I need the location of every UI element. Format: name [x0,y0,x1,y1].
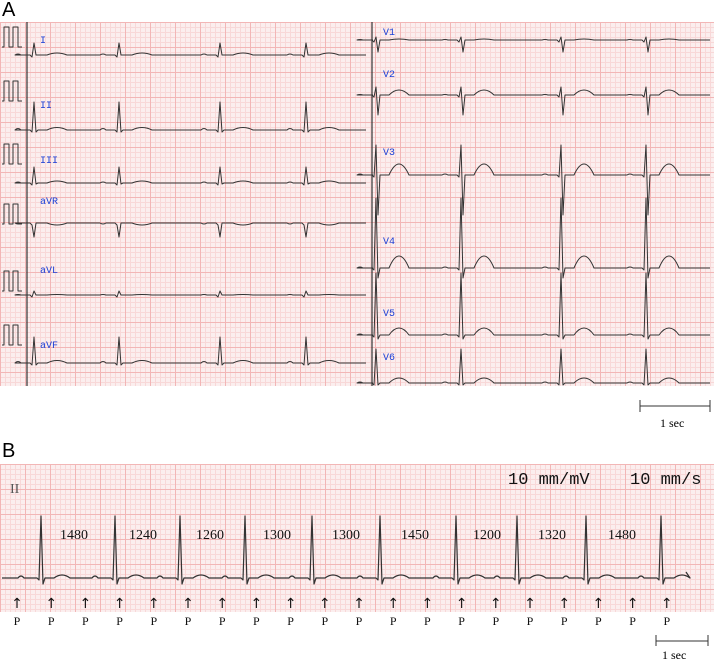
gain-setting: 10 mm/mV [508,471,590,490]
p-wave-arrow-icon: ↑ [592,596,605,612]
p-wave-arrow-icon: ↑ [421,596,434,612]
lead-label-avl: aVL [40,266,59,277]
p-wave-arrow-icon: ↑ [45,596,58,612]
lead-label-ii: II [40,101,53,112]
p-wave-arrow-icon: ↑ [113,596,126,612]
p-wave-label: P [321,614,329,628]
p-wave-label: P [150,614,158,628]
p-wave-label: P [82,614,89,628]
p-wave-label: P [663,614,671,628]
limb-lead-trace [14,166,366,186]
p-wave-arrow-icon: ↑ [626,596,639,612]
lead-label-v2: V2 [383,70,396,81]
calibration-pulse [2,26,22,48]
precordial-lead-trace [356,36,710,53]
lead-label-i: I [40,36,47,47]
panel-b-scale-label: 1 sec [662,648,687,662]
p-wave-arrow-icon: ↑ [660,596,673,612]
p-wave-arrow-icon: ↑ [558,596,571,612]
scale-bar [655,635,709,646]
p-wave-arrow-icon: ↑ [250,596,263,612]
scale-bar [639,400,711,412]
p-wave-label: P [629,614,636,628]
limb-lead-trace [14,101,366,133]
p-wave-label: P [287,614,294,628]
panel-b-lead-label: II [10,482,20,497]
lead-label-v6: V6 [383,353,396,364]
p-wave-label: P [47,614,55,628]
panel-b-ecg-grid [0,464,714,612]
p-wave-arrow-icon: ↑ [79,596,92,612]
p-wave-label: P [458,614,465,628]
limb-lead-trace [14,42,366,58]
rhythm-strip-trace [2,515,691,585]
p-wave-arrow-icon: ↑ [455,596,468,612]
p-wave-arrow-icon: ↑ [11,596,23,612]
p-wave-label: P [218,614,226,628]
p-wave-label: P [526,614,534,628]
calibration-pulse [2,270,22,292]
p-wave-label: P [560,614,568,628]
p-wave-label: P [424,614,431,628]
limb-lead-trace [14,290,366,298]
p-wave-arrow-icon: ↑ [147,596,160,612]
p-wave-label: P [253,614,260,628]
precordial-lead-trace [356,272,710,340]
p-wave-label: P [355,614,363,628]
rr-interval: 1480 [60,528,88,543]
p-wave-arrow-icon: ↑ [318,596,331,612]
p-wave-label: P [492,614,500,628]
calibration-pulse [2,203,22,225]
rr-interval: 1300 [263,528,291,543]
p-wave-arrow-icon: ↑ [489,596,502,612]
p-wave-arrow-icon: ↑ [353,596,365,612]
limb-lead-trace [14,336,366,366]
rr-interval: 1320 [538,528,566,543]
lead-label-v1: V1 [383,28,396,39]
precordial-lead-trace [356,144,710,216]
rr-interval: 1200 [473,528,501,543]
panel-b-label: B [2,440,16,462]
rr-interval: 1260 [196,528,224,543]
lead-label-v5: V5 [383,309,396,320]
panel-a-ecg-grid [0,22,714,386]
calibration-pulse [2,80,22,102]
calibration-pulse [2,324,22,346]
rr-interval: 1300 [332,528,360,543]
speed-setting: 10 mm/s [630,471,702,490]
p-wave-arrow-icon: ↑ [182,596,194,612]
p-wave-arrow-icon: ↑ [524,596,536,612]
rr-interval: 1480 [608,528,636,543]
precordial-lead-trace [356,197,710,279]
p-wave-label: P [13,614,21,628]
panel-a-label: A [2,0,16,21]
precordial-lead-trace [356,86,710,116]
p-wave-label: P [389,614,397,628]
lead-label-v3: V3 [383,148,396,159]
lead-label-iii: III [40,156,59,167]
rr-interval: 1450 [401,528,429,543]
p-wave-label: P [184,614,192,628]
p-wave-label: P [116,614,123,628]
p-wave-label: P [595,614,602,628]
lead-label-avr: aVR [40,197,59,208]
precordial-lead-trace [356,348,710,386]
p-wave-arrow-icon: ↑ [216,596,229,612]
panel-a-scale-label: 1 sec [660,416,685,430]
p-wave-arrow-icon: ↑ [284,596,297,612]
p-wave-arrow-icon: ↑ [387,596,400,612]
rr-interval: 1240 [129,528,157,543]
calibration-pulse [2,143,22,165]
lead-label-v4: V4 [383,237,396,248]
lead-label-avf: aVF [40,341,59,352]
limb-lead-trace [14,222,366,238]
